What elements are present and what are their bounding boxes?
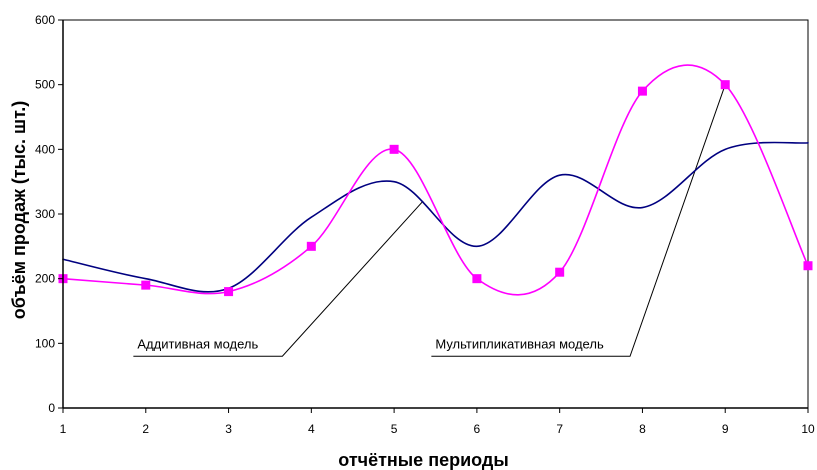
x-axis-title: отчётные периоды bbox=[338, 450, 508, 470]
data-point-series-2-x6 bbox=[472, 274, 482, 284]
annotation-leader-line-2 bbox=[431, 84, 726, 357]
data-point-series-2-x9 bbox=[720, 80, 730, 90]
data-point-series-2-x10 bbox=[803, 261, 813, 271]
x-tick-label: 7 bbox=[556, 422, 563, 436]
annotation-leader-line-1 bbox=[133, 200, 424, 357]
x-tick-label: 3 bbox=[225, 422, 232, 436]
y-tick-label: 0 bbox=[48, 401, 55, 415]
x-tick-label: 9 bbox=[722, 422, 729, 436]
x-tick-label: 1 bbox=[60, 422, 67, 436]
data-point-series-2-x5 bbox=[389, 144, 399, 154]
x-tick-label: 6 bbox=[474, 422, 481, 436]
data-point-series-2-x3 bbox=[224, 287, 234, 297]
data-point-series-2-x4 bbox=[306, 241, 316, 251]
axis-layer: 0 100 200 300 400 500 600 1 2 3 4 5 6 7 8 9 10 bbox=[35, 13, 815, 436]
series-line-1 bbox=[62, 141, 809, 293]
data-point-series-2-x2 bbox=[141, 280, 151, 290]
markers-layer bbox=[58, 80, 813, 297]
series-layer bbox=[62, 64, 809, 296]
y-tick-label: 200 bbox=[35, 272, 55, 286]
x-tick-label: 5 bbox=[391, 422, 398, 436]
data-point-series-2-x7 bbox=[555, 267, 565, 277]
annotation-label-2: Мультипликативная модель bbox=[435, 336, 604, 351]
annotation-layer: Аддитивная модель Мультипликативная модел… bbox=[133, 84, 726, 357]
annotation-label-1: Аддитивная модель bbox=[137, 336, 258, 351]
y-tick-label: 100 bbox=[35, 336, 55, 350]
x-tick-label: 10 bbox=[801, 422, 815, 436]
y-tick-label: 600 bbox=[35, 13, 55, 27]
data-point-series-2-x8 bbox=[637, 86, 647, 96]
y-axis-title: объём продаж (тыс. шт.) bbox=[9, 101, 29, 320]
x-tick-label: 2 bbox=[142, 422, 149, 436]
y-tick-label: 500 bbox=[35, 78, 55, 92]
x-tick-label: 4 bbox=[308, 422, 315, 436]
y-tick-label: 400 bbox=[35, 142, 55, 156]
y-tick-label: 300 bbox=[35, 207, 55, 221]
x-tick-label: 8 bbox=[639, 422, 646, 436]
series-line-2 bbox=[62, 64, 809, 296]
